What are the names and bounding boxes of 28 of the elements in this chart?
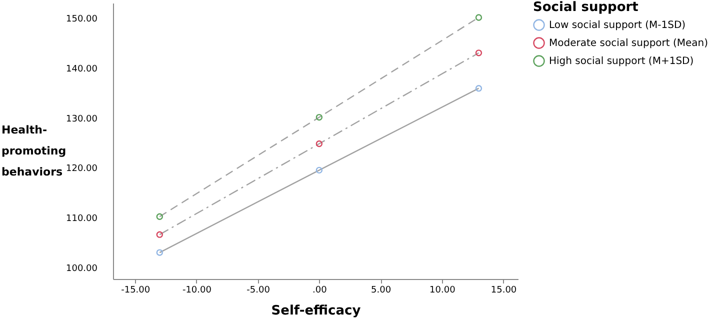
x-tick-label: -15.00 [121,286,150,296]
legend-label: Low social support (M-1SD) [549,20,686,31]
x-tick-label: 5.00 [371,286,392,296]
point [316,140,323,148]
point [475,85,482,92]
y-tick-label: 150.00 [66,14,98,24]
y-tick-label: 110.00 [66,214,98,224]
y-tick-label: 140.00 [66,64,98,74]
legend-label: Moderate social support (Mean) [549,38,708,49]
y-tick-label: 120.00 [66,164,98,174]
x-tick-label: -10.00 [182,286,212,296]
x-axis-title: Self-efficacy [271,304,362,318]
x-tick-label: .00 [312,286,328,296]
legend-label: High social support (M+1SD) [549,56,694,67]
y-tick-label: 100.00 [66,264,98,274]
point [316,114,323,121]
point [156,231,163,238]
point [156,213,163,220]
x-tick-label: -5.00 [246,286,270,296]
point [475,50,482,56]
y-tick-label: 130.00 [66,114,98,124]
point [156,249,163,256]
legend-title: Social support [533,0,638,15]
x-tick-label: 15.00 [490,286,517,296]
point [316,166,323,174]
x-tick-label: 10.00 [430,286,456,296]
point [475,14,482,21]
y-axis-title: Health- promoting behaviors [2,124,66,178]
